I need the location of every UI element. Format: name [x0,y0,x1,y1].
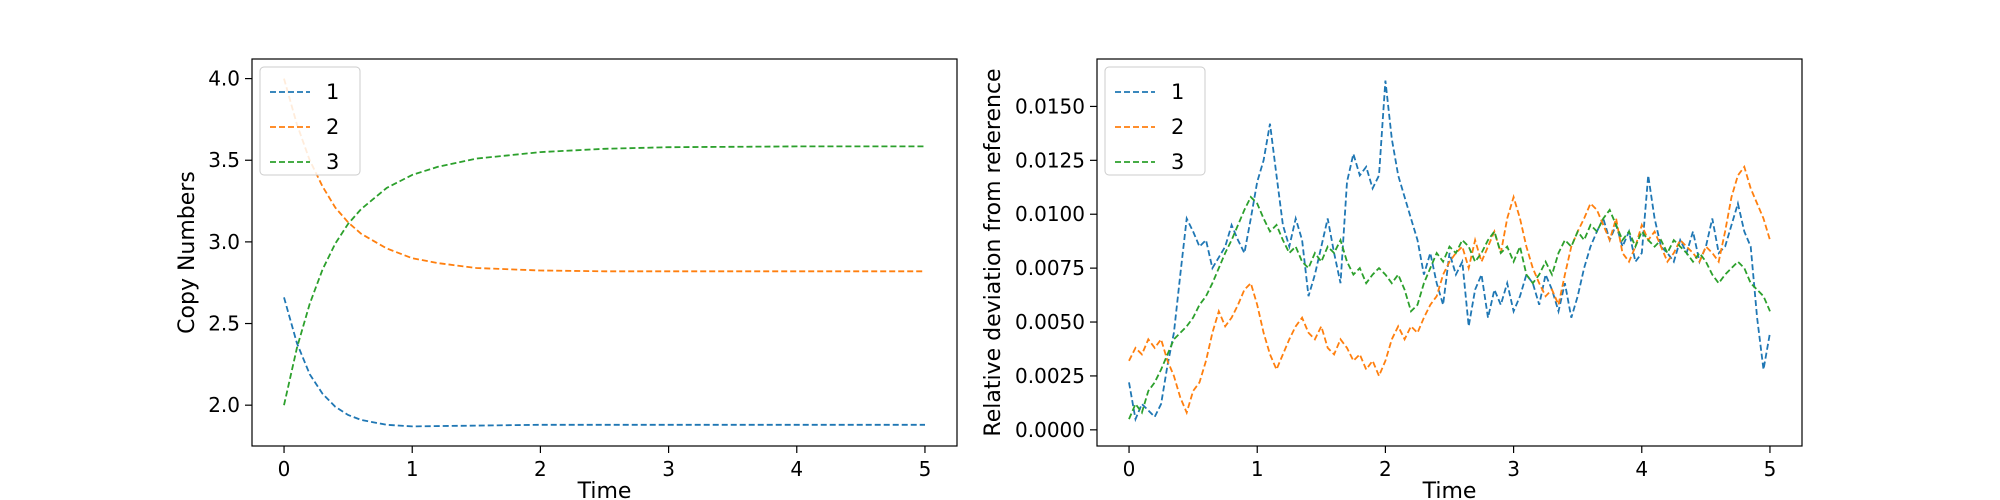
legend-box [1104,66,1206,176]
legend-label-3: 3 [326,150,339,174]
y-tick-label: 3.0 [208,230,240,254]
series-line-3 [1128,195,1771,420]
x-tick-label: 3 [1507,457,1520,481]
x-tick-label: 5 [919,457,932,481]
series-line-3 [283,145,925,406]
y-tick-label: 0.0025 [1015,364,1085,388]
series-line-1 [1128,80,1771,423]
y-tick-label: 0.0125 [1015,148,1085,172]
legend-label-1: 1 [326,80,339,104]
x-tick-label: 1 [1251,457,1264,481]
legend-label-3: 3 [1171,150,1184,174]
y-tick-label: 0.0075 [1015,256,1085,280]
plot-area-frame [251,58,958,447]
y-tick-label: 4.0 [208,67,240,91]
y-tick-label: 0.0050 [1015,310,1085,334]
x-tick-label: 2 [1379,457,1392,481]
x-tick-label: 2 [534,457,547,481]
x-tick-label: 4 [1635,457,1648,481]
legend-label-1: 1 [1171,80,1184,104]
y-tick-label: 2.5 [208,312,240,336]
legend-label-2: 2 [326,115,339,139]
x-axis-label: Time [577,479,632,500]
x-tick-label: 3 [662,457,675,481]
y-tick-label: 3.5 [208,148,240,172]
y-tick-label: 2.0 [208,393,240,417]
plot-area-frame [1096,58,1803,447]
y-tick-label: 0.0150 [1015,94,1085,118]
x-axis-label: Time [1422,479,1477,500]
legend-box [259,66,361,176]
x-tick-label: 1 [406,457,419,481]
chart-panel-relative-deviation: 0 1 2 3 4 5 0.0000 0.0025 0.0050 0.0075 0.0100 0.01… [981,58,1803,500]
x-tick-label: 0 [278,457,291,481]
legend-label-2: 2 [1171,115,1184,139]
x-tick-label: 4 [790,457,803,481]
chart-panel-copy-numbers: 0 1 2 3 4 5 2.0 2.5 3.0 3.5 4.0 Time Copy Numbers 1 2 3 [175,58,958,500]
y-tick-label: 0.0000 [1015,418,1085,442]
series-line-1 [283,297,925,428]
y-axis-label: Copy Numbers [175,171,200,334]
series-line-2 [1128,164,1771,416]
y-tick-label: 0.0100 [1015,202,1085,226]
x-tick-label: 0 [1123,457,1136,481]
y-axis-label: Relative deviation from reference [981,68,1006,436]
x-tick-label: 5 [1764,457,1777,481]
